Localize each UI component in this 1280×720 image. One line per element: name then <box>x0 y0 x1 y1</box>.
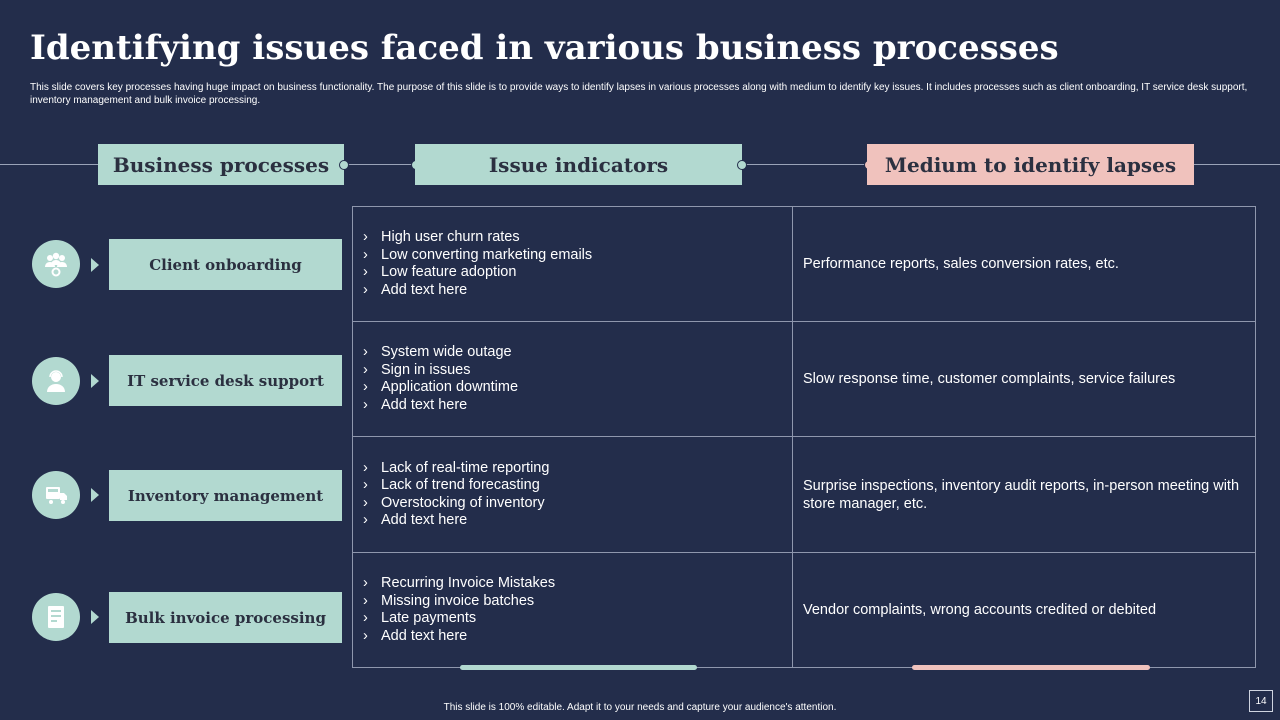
list-item: › Add text here <box>363 627 468 644</box>
list-item: › Add text here <box>363 512 468 529</box>
issues-cell: › System wide outage › Sign in issues › App… <box>353 322 793 437</box>
arrow-icon <box>91 488 99 502</box>
header-business-processes: Business processes <box>98 144 344 185</box>
invoice-document-icon <box>32 593 80 641</box>
arrow-icon <box>91 610 99 624</box>
medium-text: Vendor complaints, wrong accounts credit… <box>803 602 1157 618</box>
issues-cell: › Recurring Invoice Mistakes › Missing inv… <box>353 553 793 667</box>
medium-text: Slow response time, customer complaints,… <box>803 371 1176 387</box>
footer-note: This slide is 100% editable. Adapt it to… <box>443 702 837 713</box>
slide-subtitle: This slide covers key processes having h… <box>30 82 1248 106</box>
accent-bar-teal <box>460 665 697 670</box>
list-item: › Late payments <box>363 610 477 626</box>
connector-dot <box>737 160 747 170</box>
list-item: › Low converting marketing emails <box>363 246 593 263</box>
arrow-icon <box>91 374 99 388</box>
arrow-icon <box>91 258 99 272</box>
medium-cell: Vendor complaints, wrong accounts credit… <box>793 553 1255 667</box>
process-client-onboarding: Client onboarding <box>109 239 342 290</box>
team-gear-icon <box>32 240 80 288</box>
medium-cell: Surprise inspections, inventory audit re… <box>793 437 1255 553</box>
list-item: › High user churn rates <box>363 228 520 245</box>
list-item: › Add text here <box>363 396 468 413</box>
issue-list: › Recurring Invoice Mistakes › Missing inv… <box>353 575 555 645</box>
header-medium-to-identify-lapses: Medium to identify lapses <box>867 144 1194 185</box>
list-item: › Recurring Invoice Mistakes <box>363 574 556 591</box>
accent-bar-pink <box>912 665 1150 670</box>
connector-dot <box>339 160 349 170</box>
list-item: › Missing invoice batches <box>363 592 535 609</box>
list-item: › System wide outage <box>363 343 512 360</box>
medium-cell: Slow response time, customer complaints,… <box>793 322 1255 437</box>
process-inventory-management: Inventory management <box>109 470 342 521</box>
inventory-truck-icon <box>32 471 80 519</box>
slide-title: Identifying issues faced in various busi… <box>30 28 1059 68</box>
issues-table: › High user churn rates › Low converting m… <box>352 206 1256 668</box>
list-item: › Application downtime <box>363 379 519 395</box>
issue-list: › High user churn rates › Low converting m… <box>353 229 592 299</box>
issue-list: › System wide outage › Sign in issues › App… <box>353 344 518 414</box>
medium-cell: Performance reports, sales conversion ra… <box>793 207 1255 322</box>
list-item: › Add text here <box>363 281 468 298</box>
list-item: › Sign in issues <box>363 361 471 378</box>
header-issue-indicators: Issue indicators <box>415 144 742 185</box>
page-number: 14 <box>1249 690 1273 712</box>
list-item: › Overstocking of inventory <box>363 494 545 511</box>
issues-cell: › Lack of real-time reporting › Lack of tr… <box>353 437 793 553</box>
support-agent-icon <box>32 357 80 405</box>
list-item: › Lack of trend forecasting <box>363 476 540 493</box>
process-bulk-invoice-processing: Bulk invoice processing <box>109 592 342 643</box>
issues-cell: › High user churn rates › Low converting m… <box>353 207 793 322</box>
issue-list: › Lack of real-time reporting › Lack of tr… <box>353 459 549 529</box>
process-it-service-desk-support: IT service desk support <box>109 355 342 406</box>
medium-text: Performance reports, sales conversion ra… <box>803 256 1119 272</box>
medium-text: Surprise inspections, inventory audit re… <box>803 477 1240 512</box>
list-item: › Low feature adoption <box>363 264 517 280</box>
list-item: › Lack of real-time reporting <box>363 459 550 476</box>
